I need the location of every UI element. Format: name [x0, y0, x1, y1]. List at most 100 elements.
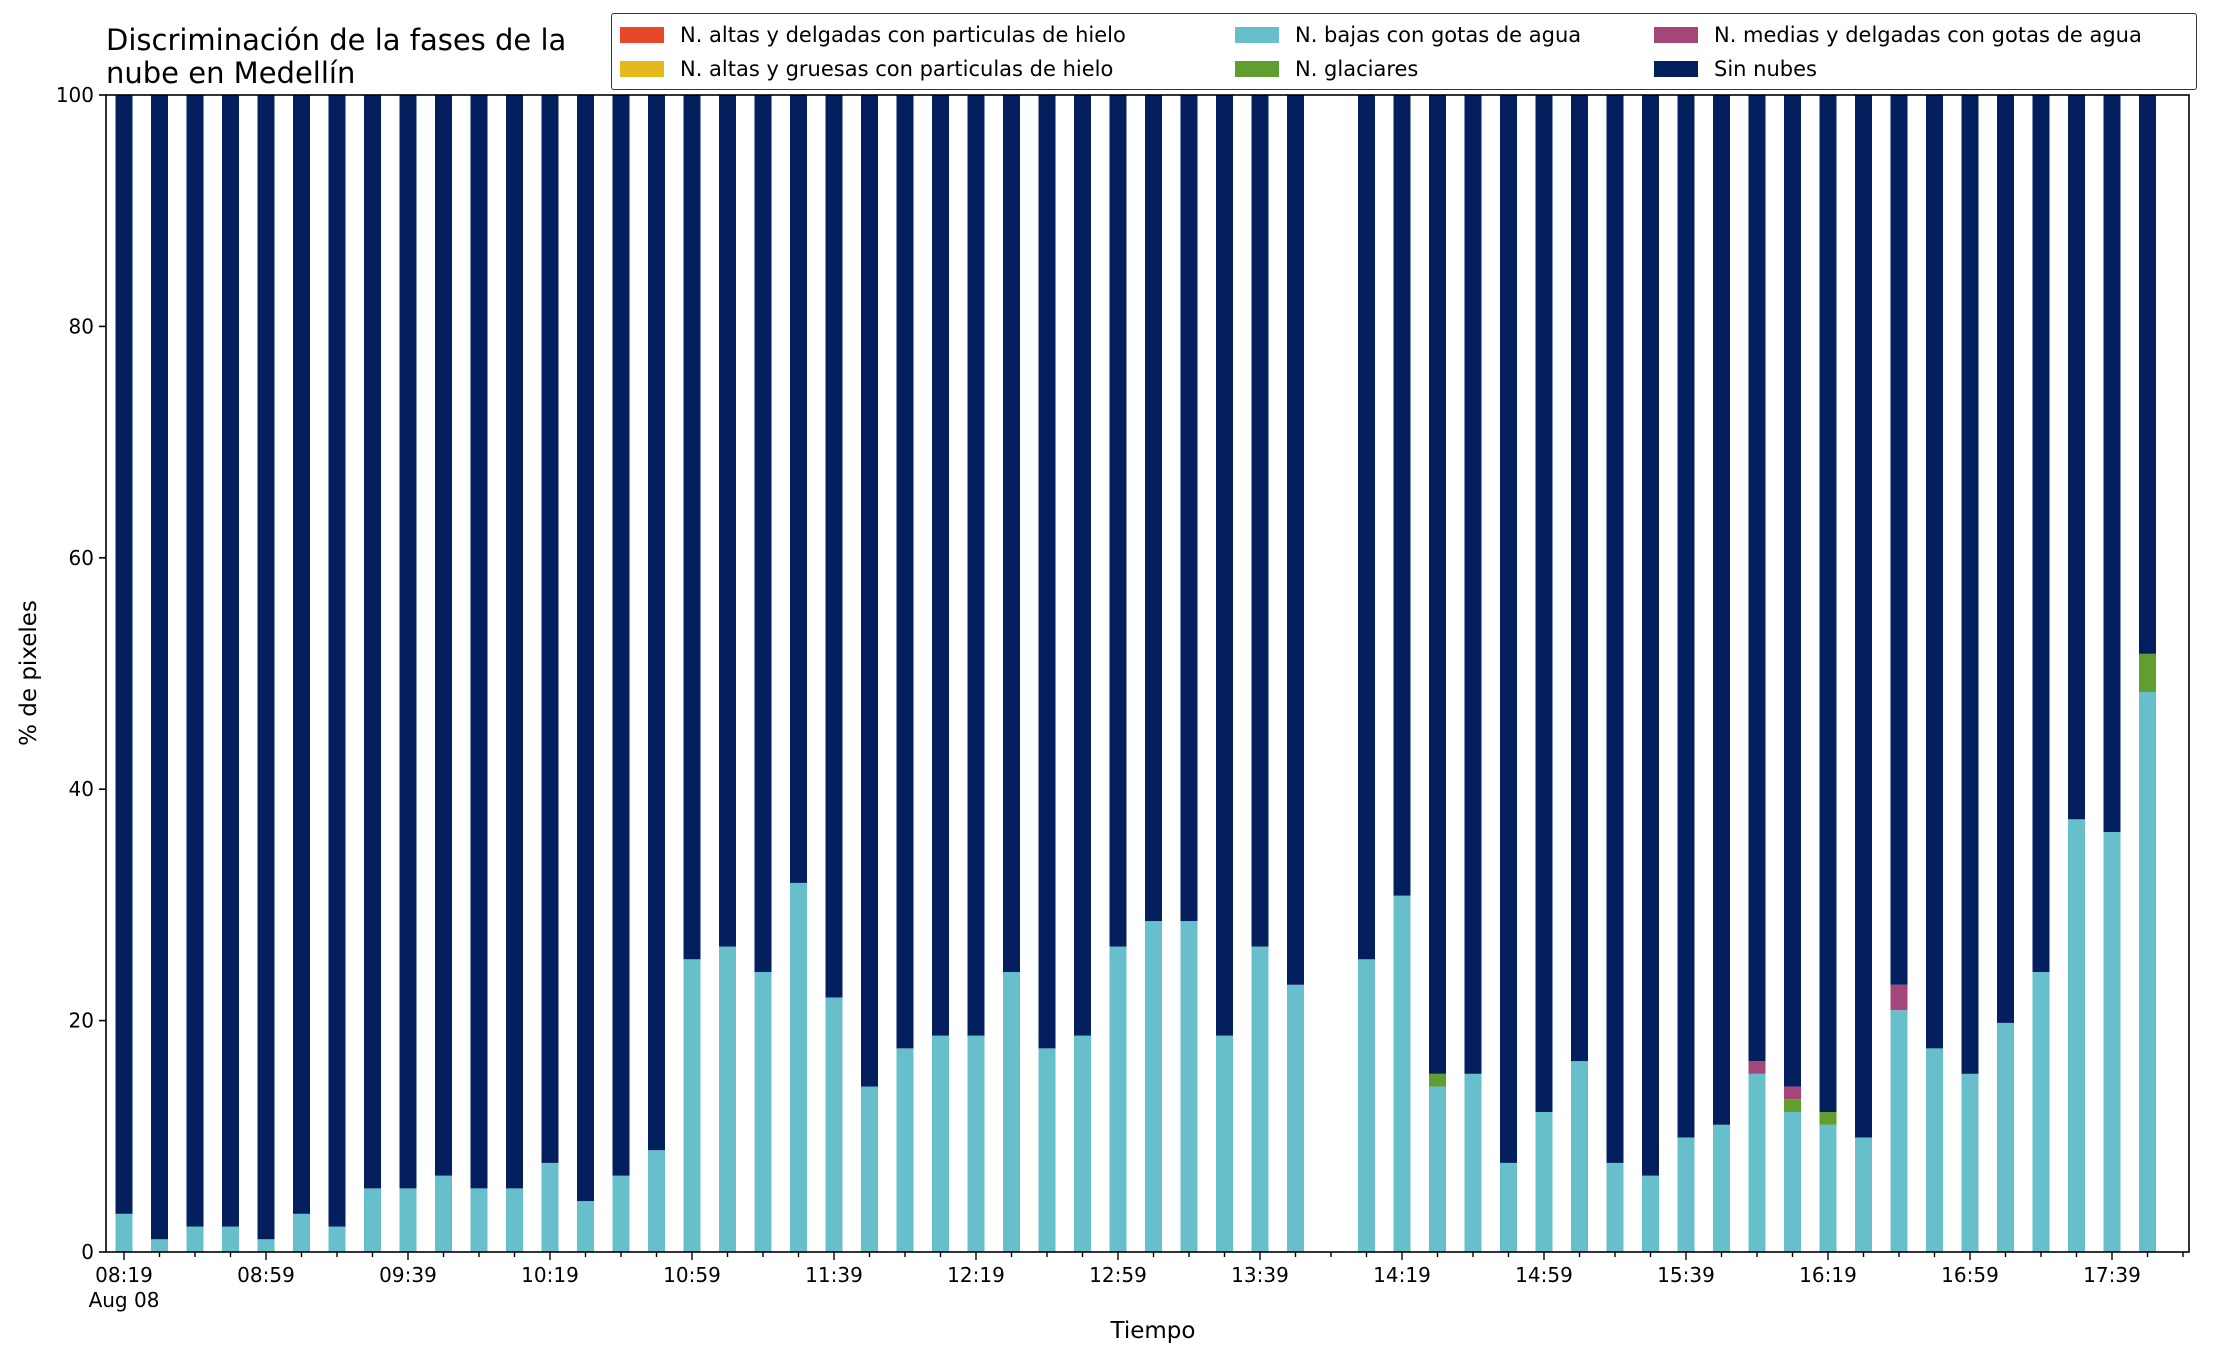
bar-segment-0-series-5 [115, 95, 133, 1214]
bar-segment-37-series-2 [1429, 1086, 1446, 1252]
bar-segment-52-series-2 [1961, 1073, 1979, 1252]
bar-segment-1-series-2 [151, 1239, 168, 1252]
bar-segment-50-series-5 [1890, 95, 1908, 985]
bar-segment-19-series-2 [790, 882, 807, 1252]
x-tick-label-6: 12:19 [947, 1263, 1005, 1287]
bar-segment-42-series-5 [1606, 95, 1624, 1163]
bar-segment-24-series-2 [967, 1035, 985, 1252]
bar-segment-50-series-4 [1890, 984, 1908, 1011]
legend-label: Sin nubes [1714, 57, 1817, 81]
bar-segment-53-series-5 [1997, 95, 2014, 1023]
bar-segment-28-series-2 [1109, 946, 1127, 1252]
legend-label: N. bajas con gotas de agua [1295, 23, 1582, 47]
bar-segment-32-series-2 [1251, 946, 1269, 1252]
bar-segment-57-series-3 [2139, 653, 2156, 693]
bar-segment-29-series-2 [1145, 921, 1162, 1252]
bar-segment-28-series-5 [1109, 95, 1127, 947]
bar-segment-16-series-5 [683, 95, 701, 960]
bar-segment-46-series-2 [1748, 1073, 1766, 1252]
bar-segment-48-series-2 [1819, 1124, 1837, 1252]
bar-segment-20-series-2 [825, 997, 843, 1252]
x-tick-label-4: 10:59 [663, 1263, 721, 1287]
legend-swatch [1654, 61, 1698, 77]
bar-segment-5-series-5 [293, 95, 310, 1214]
bar-segment-48-series-3 [1819, 1112, 1837, 1125]
bar-segment-41-series-2 [1571, 1061, 1588, 1252]
bar-segment-40-series-2 [1535, 1112, 1553, 1252]
bar-segment-26-series-5 [1038, 95, 1056, 1049]
bar-segment-23-series-5 [932, 95, 949, 1036]
bar-segment-38-series-5 [1464, 95, 1482, 1074]
x-tick-label-10: 14:59 [1515, 1263, 1573, 1287]
y-tick-label-0: 0 [81, 1240, 94, 1264]
bar-segment-4-series-2 [257, 1239, 275, 1252]
bar-segment-21-series-2 [861, 1086, 878, 1252]
x-tick-label-7: 12:59 [1089, 1263, 1147, 1287]
chart-title-line-1: Discriminación de la fases de la [106, 23, 566, 57]
bar-segment-7-series-2 [364, 1188, 381, 1252]
bar-segment-10-series-2 [470, 1188, 488, 1252]
bar-segment-56-series-2 [2103, 832, 2121, 1252]
bar-segment-18-series-5 [754, 95, 772, 973]
bar-segment-57-series-5 [2139, 95, 2156, 654]
legend-item-hielo-delgadas: N. altas y delgadas con particulas de hi… [620, 23, 1126, 47]
bar-segment-33-series-5 [1287, 95, 1304, 985]
bar-segment-13-series-5 [577, 95, 594, 1202]
y-tick-label-1: 20 [69, 1009, 94, 1033]
x-tick-label-12: 16:19 [1799, 1263, 1857, 1287]
bar-segment-37-series-3 [1429, 1073, 1446, 1087]
bar-segment-54-series-2 [2032, 972, 2050, 1252]
bar-segment-16-series-2 [683, 959, 701, 1252]
legend-label: N. altas y delgadas con particulas de hi… [680, 23, 1126, 47]
bar-segment-15-series-5 [648, 95, 665, 1151]
bar-segment-31-series-5 [1216, 95, 1233, 1036]
bar-segment-41-series-5 [1571, 95, 1588, 1062]
bar-segment-45-series-5 [1713, 95, 1730, 1125]
bar-segment-51-series-2 [1926, 1048, 1943, 1252]
bar-segment-2-series-5 [186, 95, 204, 1227]
legend-label: N. medias y delgadas con gotas de agua [1714, 23, 2142, 47]
bar-segment-5-series-2 [293, 1213, 310, 1252]
x-tick-label-5: 11:39 [805, 1263, 863, 1287]
y-tick-label-5: 100 [56, 83, 94, 107]
bar-segment-55-series-2 [2068, 819, 2085, 1252]
x-tick-label-1: 08:59 [237, 1263, 295, 1287]
bar-segment-8-series-2 [399, 1188, 417, 1252]
bar-segment-44-series-2 [1677, 1137, 1695, 1252]
chart-title-line-2: nube en Medellín [106, 56, 355, 90]
bar-segment-49-series-5 [1855, 95, 1872, 1138]
bar-segment-25-series-5 [1003, 95, 1020, 973]
bar-segment-6-series-5 [328, 95, 346, 1227]
chart-title: Discriminación de la fases de la nube en… [106, 23, 576, 90]
bar-segment-10-series-5 [470, 95, 488, 1189]
bar-segment-21-series-5 [861, 95, 878, 1087]
bar-segment-46-series-5 [1748, 95, 1766, 1062]
bar-segment-47-series-4 [1784, 1086, 1801, 1100]
bar-segment-11-series-5 [506, 95, 523, 1189]
x-tick-label-13: 16:59 [1941, 1263, 1999, 1287]
x-tick-label-3: 10:19 [521, 1263, 579, 1287]
bar-segment-42-series-2 [1606, 1162, 1624, 1252]
x-tick-label-9: 14:19 [1373, 1263, 1431, 1287]
ticks-layer: 0 20 40 60 80 100 08:19 08:59 09:39 10:19 10:59 11:… [56, 83, 2184, 1312]
x-tick-label-8: 13:39 [1231, 1263, 1289, 1287]
bar-segment-38-series-2 [1464, 1073, 1482, 1252]
bar-segment-43-series-2 [1642, 1175, 1659, 1252]
bar-segment-52-series-5 [1961, 95, 1979, 1074]
bar-segment-47-series-3 [1784, 1099, 1801, 1113]
bar-segment-47-series-2 [1784, 1112, 1801, 1252]
bar-segment-9-series-5 [435, 95, 452, 1176]
bar-segment-48-series-5 [1819, 95, 1837, 1112]
bar-segment-6-series-2 [328, 1226, 346, 1252]
bar-segment-43-series-5 [1642, 95, 1659, 1176]
legend-item-hielo-gruesas: N. altas y gruesas con particulas de hie… [620, 57, 1113, 81]
x-tick-date-label: Aug 08 [89, 1288, 160, 1312]
bar-segment-9-series-2 [435, 1175, 452, 1252]
bar-segment-7-series-5 [364, 95, 381, 1189]
bar-segment-25-series-2 [1003, 972, 1020, 1252]
legend-item-medias-agua: N. medias y delgadas con gotas de agua [1654, 23, 2142, 47]
legend-item-bajas-agua: N. bajas con gotas de agua [1235, 23, 1581, 47]
bar-segment-27-series-2 [1074, 1035, 1091, 1252]
x-tick-label-11: 15:39 [1657, 1263, 1715, 1287]
bar-segment-54-series-5 [2032, 95, 2050, 973]
